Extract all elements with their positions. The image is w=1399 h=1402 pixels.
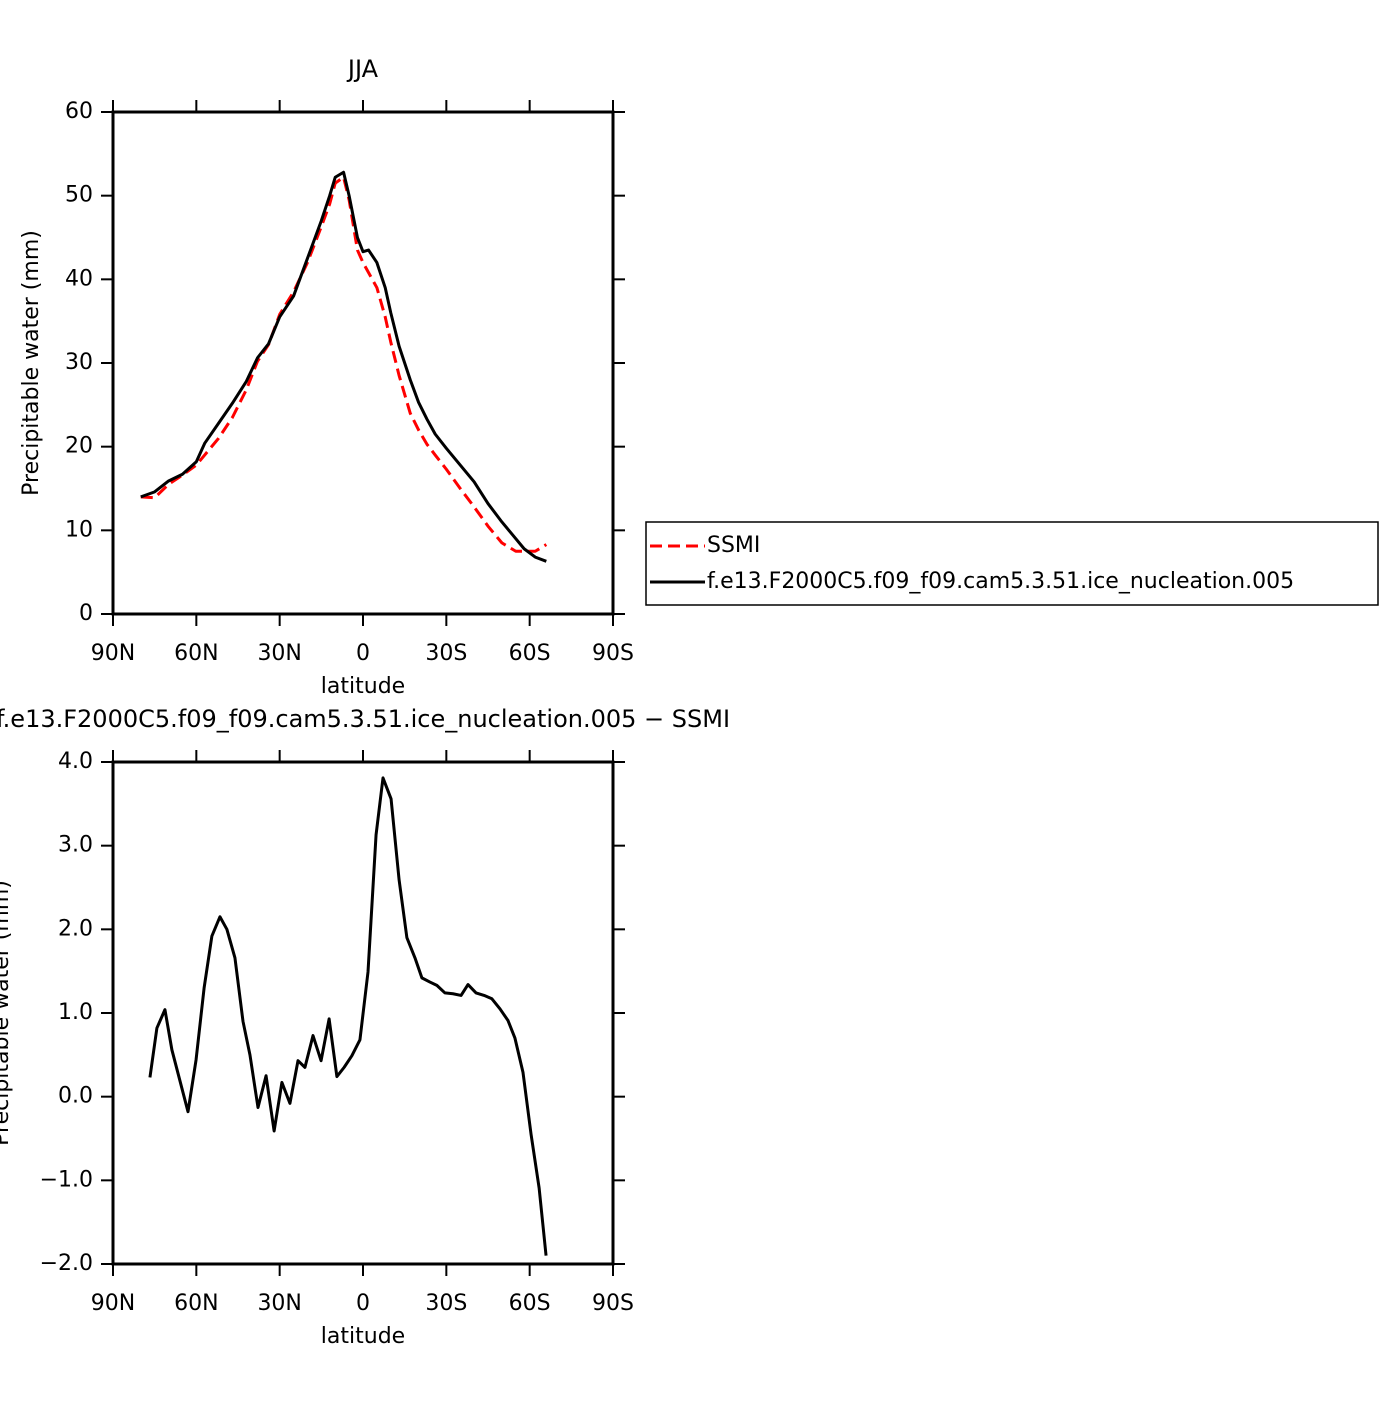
y-tick-label: 30 bbox=[65, 350, 93, 375]
legend-label: f.e13.F2000C5.f09_f09.cam5.3.51.ice_nucl… bbox=[707, 569, 1294, 594]
chart-title: JJA bbox=[346, 55, 379, 83]
y-tick-label: 0 bbox=[79, 601, 93, 626]
x-tick-label: 30N bbox=[257, 1291, 301, 1316]
y-tick-label: −2.0 bbox=[40, 1251, 93, 1276]
plot-frame bbox=[111, 760, 615, 1266]
y-tick-label: 4.0 bbox=[58, 749, 93, 774]
plot-frame bbox=[111, 110, 615, 616]
x-tick-label: 0 bbox=[356, 641, 370, 666]
x-axis-label: latitude bbox=[321, 1324, 405, 1349]
x-axis-label: latitude bbox=[321, 674, 405, 699]
x-tick-label: 60N bbox=[174, 1291, 218, 1316]
y-tick-label: 20 bbox=[65, 434, 93, 459]
legend-box bbox=[645, 521, 1379, 606]
y-tick-label: 60 bbox=[65, 99, 93, 124]
x-tick-label: 90S bbox=[592, 1291, 634, 1316]
x-tick-label: 90N bbox=[91, 641, 135, 666]
chart-title: f.e13.F2000C5.f09_f09.cam5.3.51.ice_nucl… bbox=[0, 705, 730, 733]
y-tick-label: 3.0 bbox=[58, 833, 93, 858]
x-tick-label: 30N bbox=[257, 641, 301, 666]
y-tick-label: 10 bbox=[65, 517, 93, 542]
data-line bbox=[140, 170, 547, 563]
x-tick-label: 90N bbox=[91, 1291, 135, 1316]
y-tick-label: −1.0 bbox=[40, 1167, 93, 1192]
y-tick-label: 2.0 bbox=[58, 916, 93, 941]
y-tick-label: 50 bbox=[65, 183, 93, 208]
x-tick-label: 60N bbox=[174, 641, 218, 666]
y-axis-label: Precipitable water (mm) bbox=[19, 230, 44, 496]
x-tick-label: 30S bbox=[425, 1291, 467, 1316]
data-line bbox=[140, 175, 548, 553]
x-tick-label: 0 bbox=[356, 1291, 370, 1316]
y-tick-label: 40 bbox=[65, 266, 93, 291]
y-tick-label: 0.0 bbox=[58, 1084, 93, 1109]
x-tick-label: 30S bbox=[425, 641, 467, 666]
y-axis-label: Precipitable water (mm) bbox=[0, 880, 14, 1146]
y-tick-label: 1.0 bbox=[58, 1000, 93, 1025]
legend-label: SSMI bbox=[707, 533, 760, 558]
x-tick-label: 60S bbox=[509, 1291, 551, 1316]
data-line bbox=[148, 776, 548, 1256]
x-tick-label: 90S bbox=[592, 641, 634, 666]
x-tick-label: 60S bbox=[509, 641, 551, 666]
